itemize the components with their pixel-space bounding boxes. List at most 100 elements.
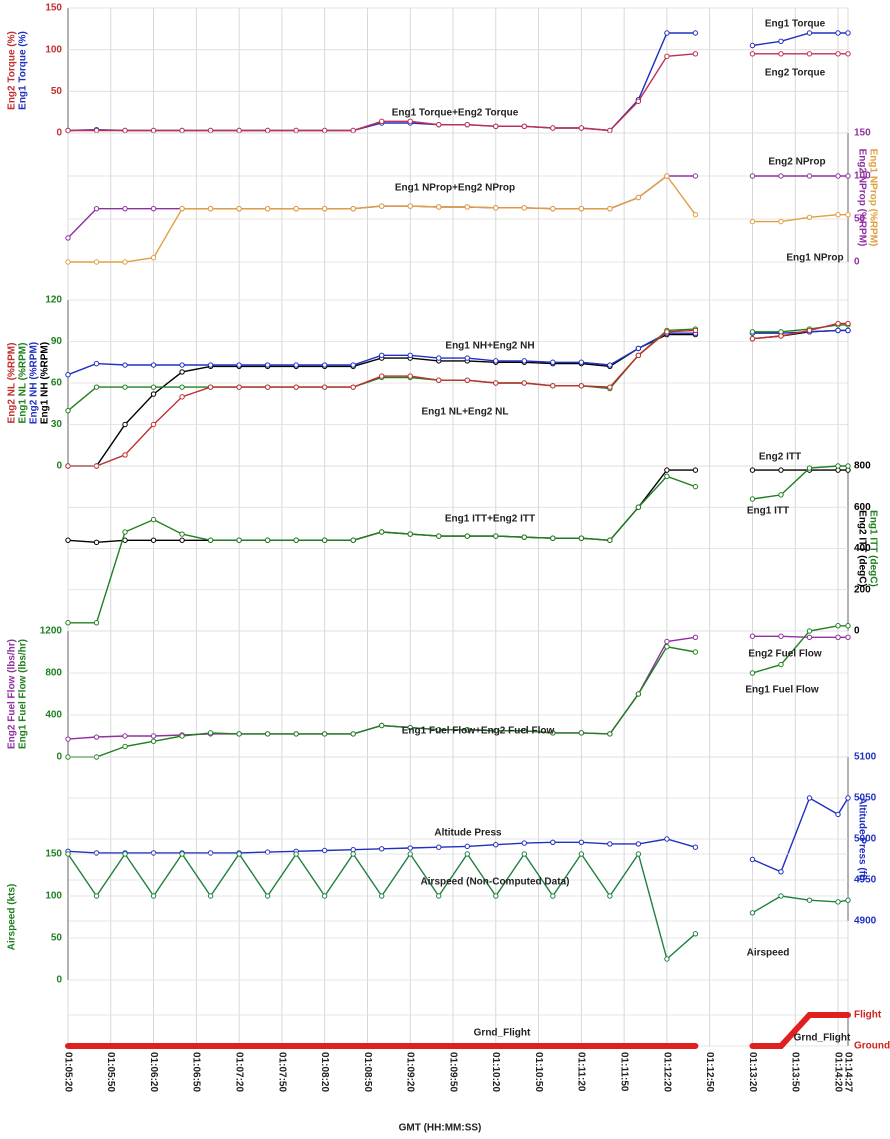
data-point bbox=[663, 1043, 670, 1049]
data-point bbox=[321, 731, 328, 737]
data-point bbox=[806, 173, 813, 179]
y-tick-label: 1200 bbox=[40, 626, 63, 637]
x-tick-label: 01:05:50 bbox=[105, 1052, 116, 1092]
data-point bbox=[778, 467, 784, 473]
data-point bbox=[464, 533, 470, 539]
data-point bbox=[93, 734, 100, 740]
data-point bbox=[692, 649, 699, 655]
data-point bbox=[293, 1043, 300, 1049]
annotation: Eng2 Torque bbox=[765, 68, 826, 79]
annotation: Eng1 Fuel Flow bbox=[745, 685, 819, 696]
x-tick-label: 01:06:20 bbox=[148, 1052, 159, 1092]
x-tick-label: 01:09:50 bbox=[447, 1052, 458, 1092]
data-point bbox=[236, 851, 242, 857]
data-point bbox=[578, 359, 585, 365]
data-point bbox=[65, 372, 71, 378]
data-point bbox=[236, 127, 242, 134]
data-point bbox=[321, 362, 328, 368]
data-point bbox=[835, 811, 841, 818]
y-tick-label: 150 bbox=[45, 849, 62, 860]
data-point bbox=[607, 205, 613, 212]
data-point bbox=[350, 731, 356, 737]
x-tick-label: 01:07:50 bbox=[276, 1052, 287, 1092]
data-point bbox=[521, 380, 528, 386]
data-point bbox=[350, 127, 356, 134]
series-line bbox=[752, 895, 849, 914]
x-tick-label: 01:13:50 bbox=[790, 1052, 801, 1092]
y-tick-label: 0 bbox=[56, 461, 62, 472]
data-point bbox=[578, 125, 585, 131]
data-point bbox=[521, 123, 528, 130]
x-tick-label: 01:09:20 bbox=[405, 1052, 416, 1092]
data-point bbox=[321, 893, 328, 899]
data-point bbox=[122, 127, 128, 134]
data-point bbox=[806, 897, 813, 903]
data-point bbox=[778, 633, 784, 639]
y-tick-label: 30 bbox=[51, 419, 63, 430]
y-tick-label: 100 bbox=[45, 44, 62, 55]
data-point bbox=[122, 1043, 129, 1049]
x-tick-label: 01:06:50 bbox=[191, 1052, 202, 1092]
data-point bbox=[664, 836, 670, 842]
data-point bbox=[236, 205, 242, 212]
data-point bbox=[436, 121, 442, 128]
data-point bbox=[264, 537, 271, 543]
data-point bbox=[806, 634, 813, 640]
data-point bbox=[464, 121, 470, 128]
data-point bbox=[749, 173, 756, 179]
data-point bbox=[264, 893, 271, 899]
data-point bbox=[578, 535, 585, 541]
data-point bbox=[379, 352, 385, 359]
data-point bbox=[550, 383, 556, 389]
y-tick-label: 600 bbox=[854, 502, 871, 513]
data-point bbox=[635, 352, 642, 359]
data-point bbox=[778, 661, 784, 668]
data-point bbox=[236, 362, 242, 368]
data-point bbox=[550, 893, 556, 899]
data-point bbox=[664, 467, 670, 473]
data-point bbox=[635, 851, 642, 857]
data-point bbox=[635, 504, 642, 510]
y-axis-label: Eng2 Fuel Flow (lbs/hr) bbox=[7, 639, 18, 749]
data-point bbox=[550, 730, 556, 736]
data-point bbox=[207, 537, 214, 543]
data-point bbox=[150, 421, 157, 428]
data-point bbox=[635, 841, 642, 847]
data-point bbox=[379, 722, 385, 729]
data-point bbox=[606, 1043, 613, 1049]
annotation: Eng1 Torque+Eng2 Torque bbox=[392, 108, 519, 119]
data-point bbox=[321, 1043, 328, 1049]
data-point bbox=[65, 1043, 71, 1049]
data-point bbox=[692, 51, 699, 57]
data-point bbox=[150, 516, 157, 523]
data-point bbox=[65, 235, 71, 241]
data-point bbox=[749, 51, 756, 57]
data-point bbox=[350, 846, 356, 853]
data-point bbox=[749, 329, 756, 335]
data-point bbox=[806, 214, 813, 220]
data-point bbox=[607, 384, 613, 390]
data-point bbox=[464, 843, 470, 850]
data-point bbox=[835, 327, 841, 334]
data-point bbox=[264, 205, 271, 212]
data-point bbox=[150, 391, 157, 397]
y-axis-label: Eng1 Fuel Flow (lbs/hr) bbox=[18, 639, 29, 749]
data-point bbox=[806, 30, 813, 36]
data-point bbox=[436, 727, 442, 733]
data-point bbox=[122, 362, 128, 368]
series-line bbox=[68, 1012, 848, 1049]
data-point bbox=[607, 893, 613, 899]
data-point bbox=[835, 212, 841, 218]
data-point bbox=[464, 355, 470, 361]
data-point bbox=[578, 851, 585, 857]
data-point bbox=[93, 259, 100, 265]
data-point bbox=[778, 218, 784, 225]
data-point bbox=[692, 634, 699, 640]
data-point bbox=[379, 893, 385, 899]
data-point bbox=[379, 373, 385, 379]
annotation: Eng1 NH+Eng2 NH bbox=[445, 341, 534, 352]
y-tick-label: 50 bbox=[854, 214, 866, 225]
data-point bbox=[550, 839, 556, 845]
data-point bbox=[835, 1012, 842, 1018]
